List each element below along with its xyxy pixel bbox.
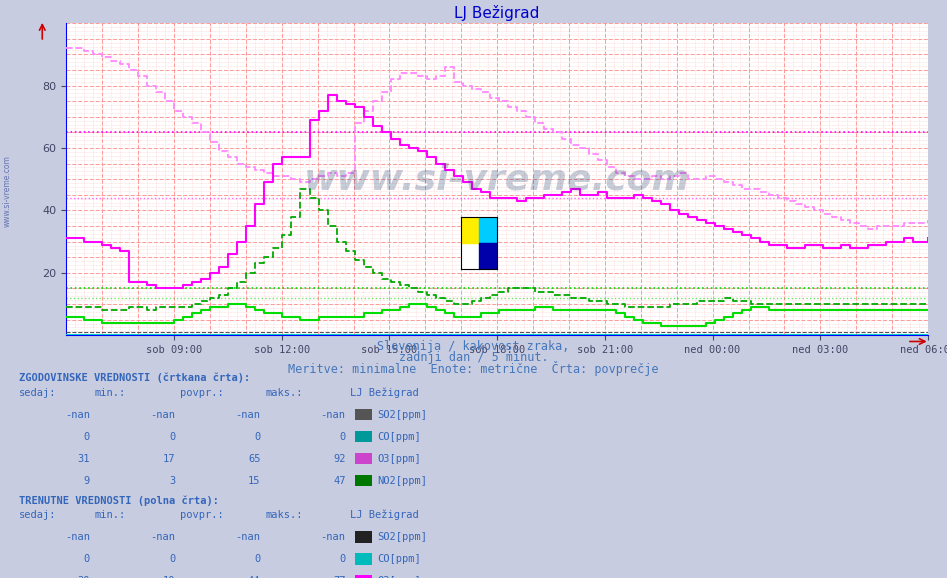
Text: 65: 65 — [248, 454, 260, 464]
Text: 9: 9 — [83, 476, 90, 486]
Text: zadnji dan / 5 minut.: zadnji dan / 5 minut. — [399, 351, 548, 364]
Text: NO2[ppm]: NO2[ppm] — [377, 476, 427, 486]
Text: CO[ppm]: CO[ppm] — [377, 432, 420, 442]
Text: -nan: -nan — [151, 532, 175, 542]
Text: 47: 47 — [333, 476, 346, 486]
Text: -nan: -nan — [321, 532, 346, 542]
Text: 0: 0 — [254, 554, 260, 564]
Text: www.si-vreme.com: www.si-vreme.com — [3, 155, 12, 227]
Text: -nan: -nan — [321, 410, 346, 420]
Text: 44: 44 — [248, 576, 260, 578]
Text: LJ Bežigrad: LJ Bežigrad — [350, 387, 420, 398]
Text: O3[ppm]: O3[ppm] — [377, 454, 420, 464]
Bar — [479, 217, 497, 243]
Text: maks.:: maks.: — [265, 510, 303, 520]
Text: 0: 0 — [169, 432, 175, 442]
Text: TRENUTNE VREDNOSTI (polna črta):: TRENUTNE VREDNOSTI (polna črta): — [19, 495, 219, 506]
Text: min.:: min.: — [95, 510, 126, 520]
Text: maks.:: maks.: — [265, 388, 303, 398]
Text: 92: 92 — [333, 454, 346, 464]
Text: SO2[ppm]: SO2[ppm] — [377, 410, 427, 420]
Text: -nan: -nan — [65, 410, 90, 420]
Text: 0: 0 — [169, 554, 175, 564]
Text: 3: 3 — [169, 476, 175, 486]
Text: Slovenija / kakovost zraka,: Slovenija / kakovost zraka, — [377, 340, 570, 353]
Text: min.:: min.: — [95, 388, 126, 398]
Text: O3[ppm]: O3[ppm] — [377, 576, 420, 578]
Bar — [461, 217, 479, 243]
Text: www.si-vreme.com: www.si-vreme.com — [304, 162, 690, 196]
Text: SO2[ppm]: SO2[ppm] — [377, 532, 427, 542]
Text: -nan: -nan — [151, 410, 175, 420]
Text: povpr.:: povpr.: — [180, 388, 223, 398]
Text: 17: 17 — [163, 454, 175, 464]
Text: 10: 10 — [163, 576, 175, 578]
Text: Meritve: minimalne  Enote: metrične  Črta: povprečje: Meritve: minimalne Enote: metrične Črta:… — [288, 361, 659, 376]
Text: 0: 0 — [339, 554, 346, 564]
Text: -nan: -nan — [65, 532, 90, 542]
Text: CO[ppm]: CO[ppm] — [377, 554, 420, 564]
Text: povpr.:: povpr.: — [180, 510, 223, 520]
Text: 15: 15 — [248, 476, 260, 486]
Text: -nan: -nan — [236, 410, 260, 420]
Text: sedaj:: sedaj: — [19, 510, 57, 520]
Bar — [479, 243, 497, 269]
Text: 0: 0 — [83, 432, 90, 442]
Text: 0: 0 — [83, 554, 90, 564]
Text: sedaj:: sedaj: — [19, 388, 57, 398]
Text: 0: 0 — [339, 432, 346, 442]
Text: ZGODOVINSKE VREDNOSTI (črtkana črta):: ZGODOVINSKE VREDNOSTI (črtkana črta): — [19, 373, 250, 383]
Text: 31: 31 — [78, 454, 90, 464]
Text: 0: 0 — [254, 432, 260, 442]
Text: 30: 30 — [78, 576, 90, 578]
Title: LJ Bežigrad: LJ Bežigrad — [455, 5, 540, 21]
Text: 77: 77 — [333, 576, 346, 578]
Text: LJ Bežigrad: LJ Bežigrad — [350, 510, 420, 520]
Text: -nan: -nan — [236, 532, 260, 542]
